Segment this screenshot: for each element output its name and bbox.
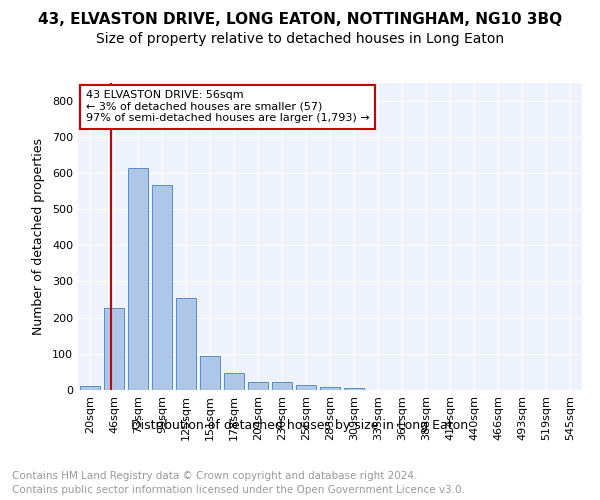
Bar bbox=[296, 384, 316, 390]
Text: Contains public sector information licensed under the Open Government Licence v3: Contains public sector information licen… bbox=[12, 485, 465, 495]
Bar bbox=[128, 168, 148, 390]
Bar bbox=[80, 386, 100, 390]
Bar bbox=[176, 298, 196, 390]
Bar bbox=[248, 382, 268, 390]
Bar bbox=[272, 382, 292, 390]
Bar bbox=[152, 185, 172, 390]
Bar bbox=[320, 388, 340, 390]
Bar bbox=[344, 388, 364, 390]
Y-axis label: Number of detached properties: Number of detached properties bbox=[32, 138, 45, 335]
Bar bbox=[224, 374, 244, 390]
Bar bbox=[200, 356, 220, 390]
Text: 43, ELVASTON DRIVE, LONG EATON, NOTTINGHAM, NG10 3BQ: 43, ELVASTON DRIVE, LONG EATON, NOTTINGH… bbox=[38, 12, 562, 28]
Text: Contains HM Land Registry data © Crown copyright and database right 2024.: Contains HM Land Registry data © Crown c… bbox=[12, 471, 418, 481]
Text: Size of property relative to detached houses in Long Eaton: Size of property relative to detached ho… bbox=[96, 32, 504, 46]
Text: 43 ELVASTON DRIVE: 56sqm
← 3% of detached houses are smaller (57)
97% of semi-de: 43 ELVASTON DRIVE: 56sqm ← 3% of detache… bbox=[86, 90, 369, 124]
Bar bbox=[104, 308, 124, 390]
Text: Distribution of detached houses by size in Long Eaton: Distribution of detached houses by size … bbox=[131, 419, 469, 432]
